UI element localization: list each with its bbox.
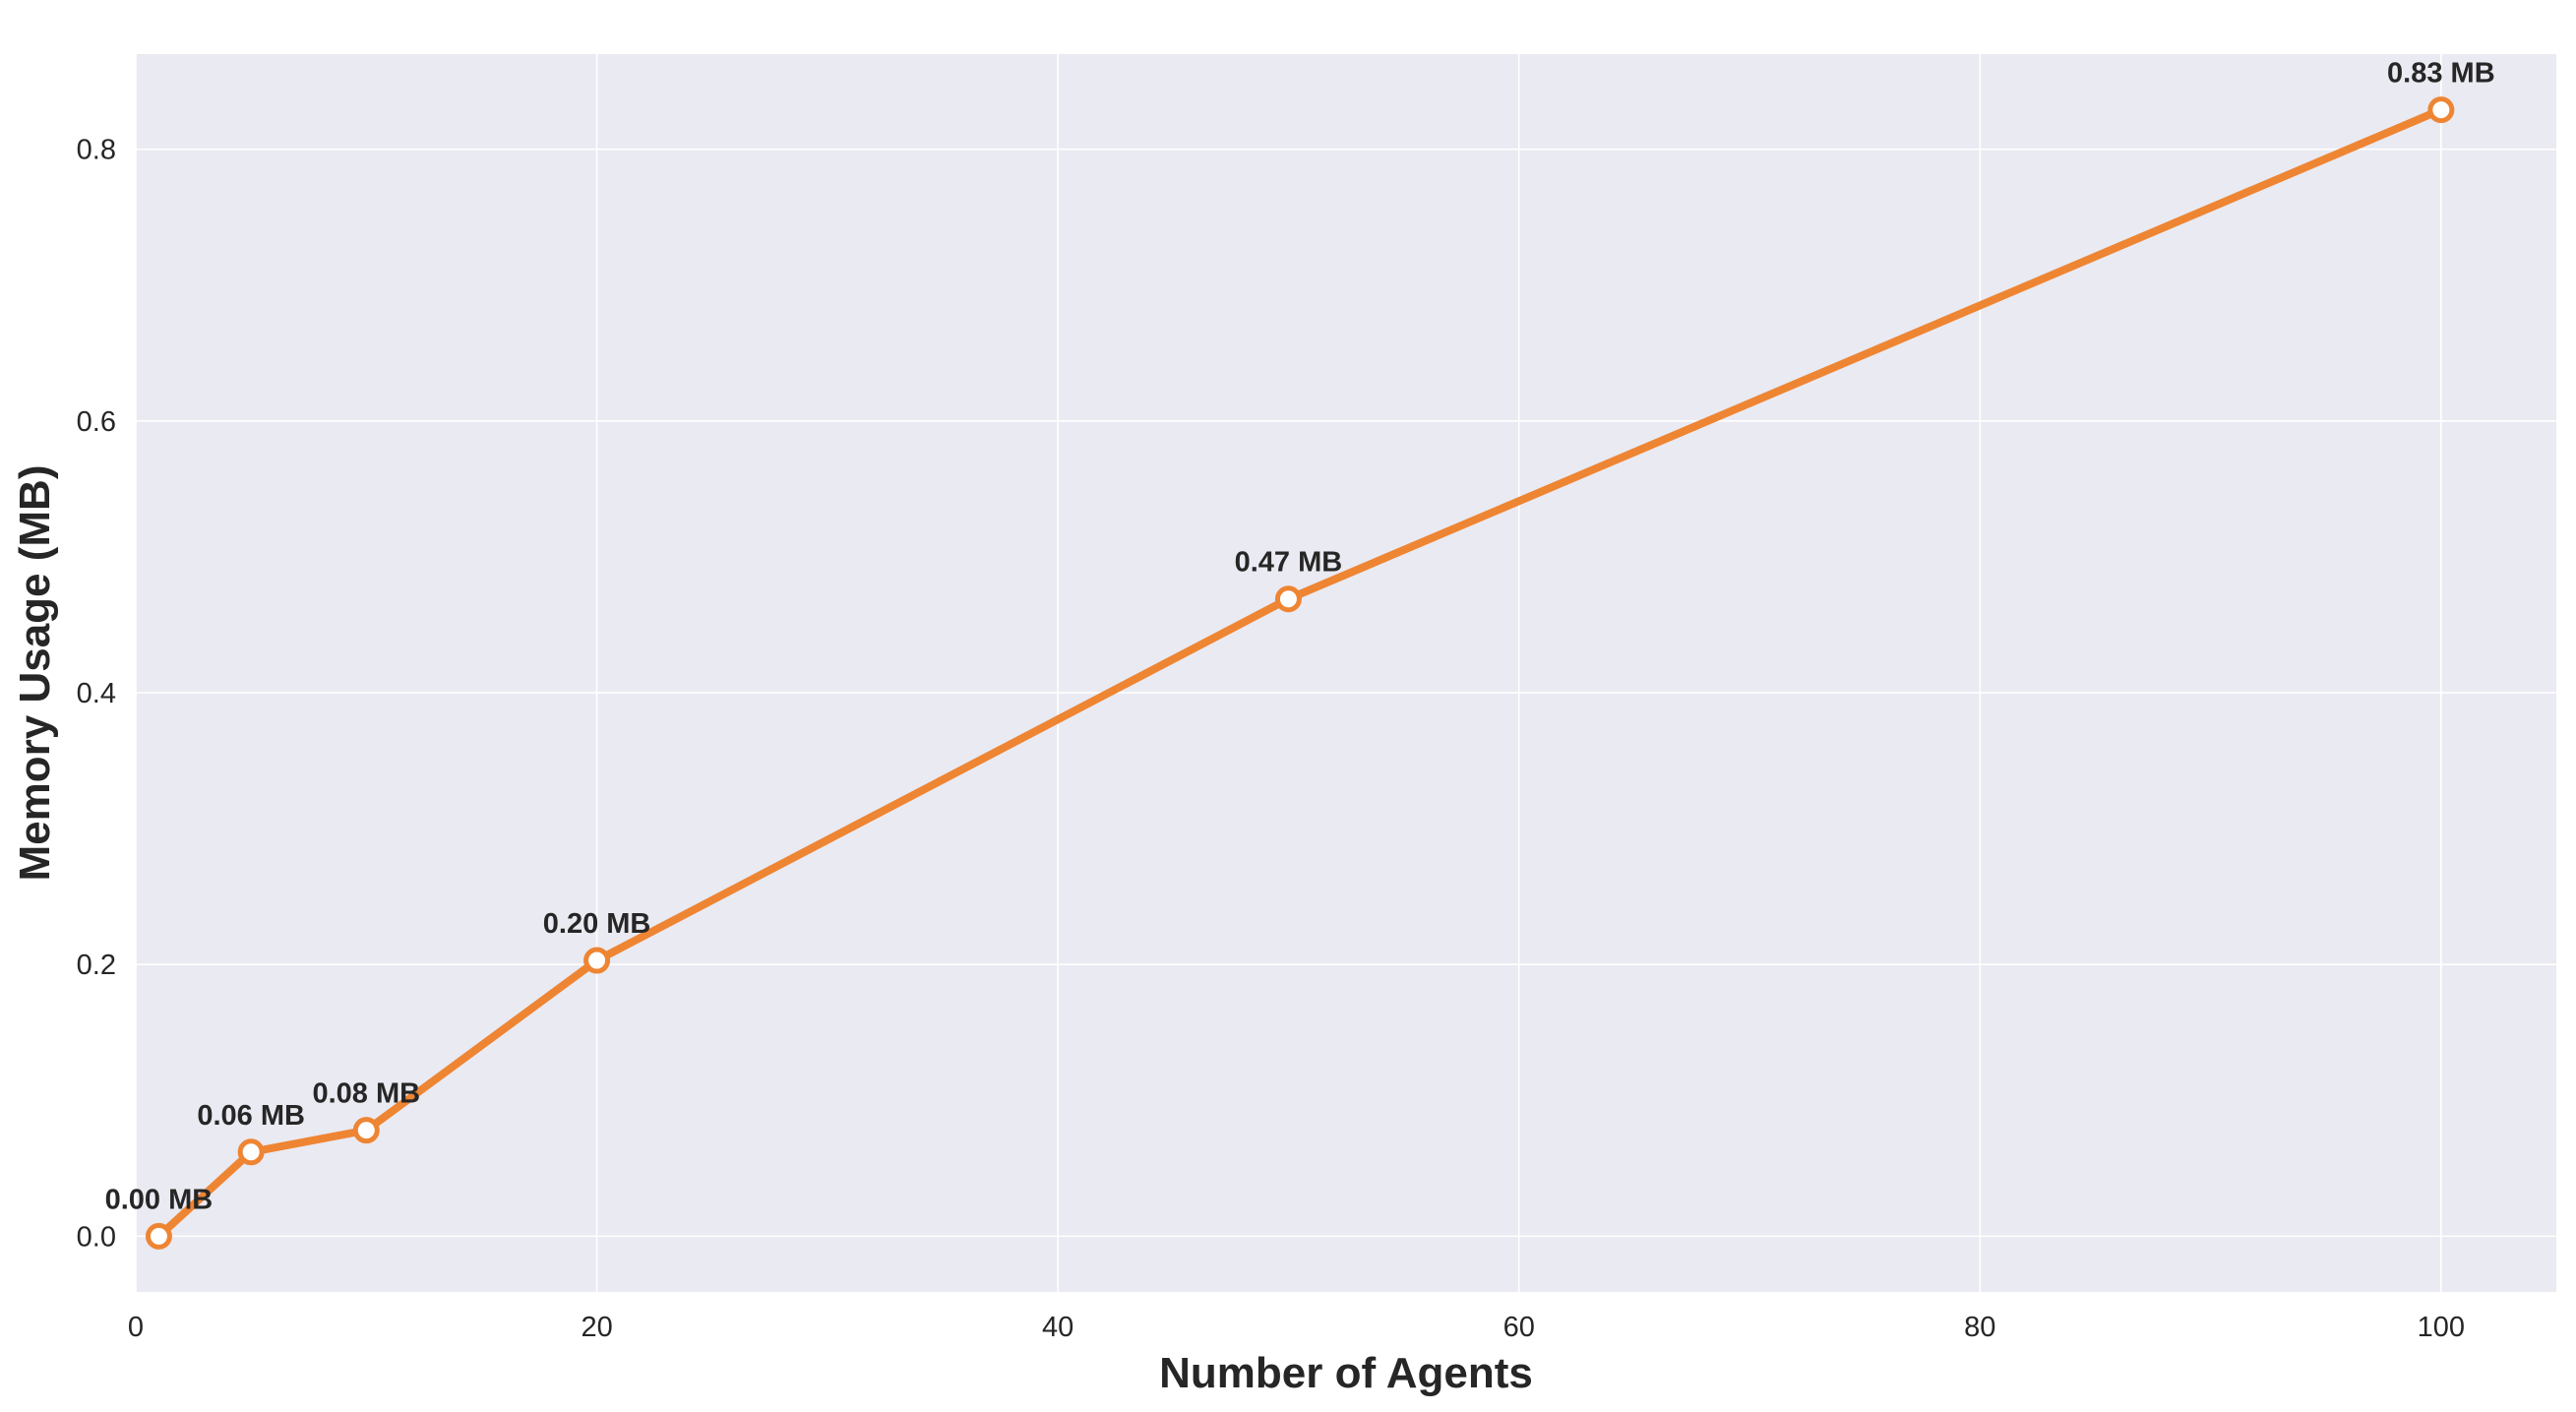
- data-point: [583, 947, 611, 974]
- x-tick-label: 40: [1042, 1312, 1073, 1343]
- data-labels: 0.00 MB 0.06 MB0.08 MB 0.20 MB 0.47 MB 0.83 …: [105, 58, 2495, 1216]
- y-axis-ticks: 0.0 0.2 0.4 0.6 0.8: [77, 135, 116, 1254]
- x-tick-label: 100: [2418, 1312, 2465, 1343]
- y-tick-label: 0.4: [77, 678, 116, 709]
- x-tick-label: 60: [1503, 1312, 1535, 1343]
- data-point: [145, 1222, 172, 1250]
- data-label: 0.08 MB: [312, 1078, 420, 1110]
- data-label: 0.06 MB: [197, 1100, 305, 1132]
- plot-area: [136, 54, 2556, 1292]
- data-point: [1274, 585, 1302, 613]
- y-tick-label: 0.2: [77, 950, 116, 981]
- x-tick-label: 80: [1964, 1312, 1995, 1343]
- y-tick-label: 0.6: [77, 406, 116, 438]
- y-tick-label: 0.8: [77, 135, 116, 166]
- data-label: 0.47 MB: [1235, 547, 1343, 579]
- y-tick-label: 0.0: [77, 1221, 116, 1253]
- data-point: [352, 1117, 380, 1144]
- y-axis-title: Memory Usage (MB): [11, 465, 59, 882]
- data-label: 0.00 MB: [105, 1184, 214, 1215]
- x-axis-ticks: 0 20 40 60 80 100: [128, 1312, 2465, 1343]
- data-label: 0.20 MB: [543, 908, 651, 940]
- series-line: [154, 105, 2445, 1241]
- data-point: [237, 1138, 265, 1166]
- data-point: [2427, 96, 2455, 124]
- data-label: 0.83 MB: [2387, 58, 2495, 90]
- grid-lines: [135, 54, 2556, 1292]
- x-tick-label: 0: [128, 1312, 144, 1343]
- x-tick-label: 20: [581, 1312, 612, 1343]
- data-markers: [145, 96, 2455, 1250]
- x-axis-title: Number of Agents: [1159, 1349, 1533, 1397]
